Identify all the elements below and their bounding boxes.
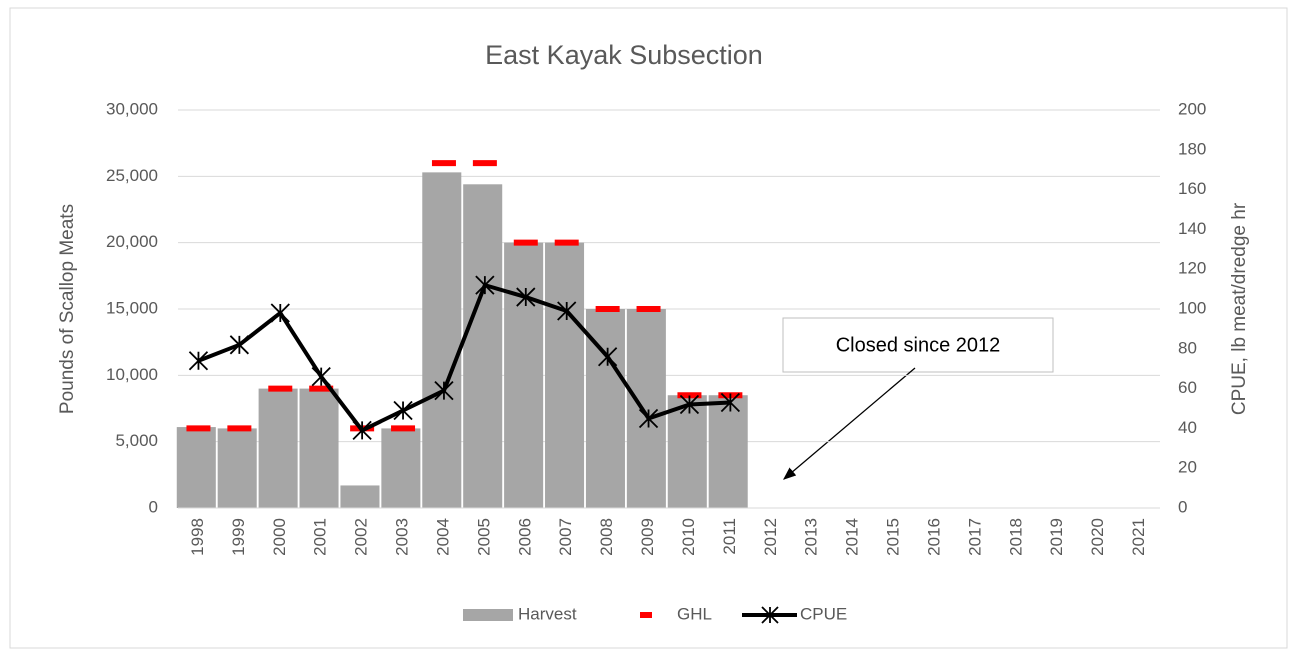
annotation: Closed since 2012 — [836, 334, 1001, 356]
harvest-bar — [299, 388, 339, 508]
y-tick-label: 0 — [149, 497, 158, 516]
cpue-marker — [434, 380, 454, 401]
x-tick-label: 2002 — [352, 518, 371, 556]
y-tick-label: 25,000 — [106, 166, 158, 185]
x-tick-label: 1998 — [188, 518, 207, 556]
x-tick-label: 2005 — [474, 518, 493, 556]
y2-tick-label: 200 — [1178, 99, 1206, 118]
y-tick-label: 15,000 — [106, 298, 158, 317]
y-tick-label: 20,000 — [106, 232, 158, 251]
y-tick-label: 10,000 — [106, 365, 158, 384]
x-tick-label: 2016 — [924, 518, 943, 556]
x-tick-label: 2003 — [393, 518, 412, 556]
legend-marker — [761, 606, 779, 624]
harvest-bar — [708, 395, 748, 508]
x-tick-label: 2021 — [1129, 518, 1148, 556]
cpue-marker — [557, 301, 577, 321]
x-tick-label: 2006 — [515, 518, 534, 556]
x-tick-label: 2013 — [802, 518, 821, 556]
x-tick-label: 2018 — [1006, 518, 1025, 556]
annotation-box — [782, 317, 1054, 373]
x-tick-label: 2011 — [720, 518, 739, 555]
y2-tick-label: 180 — [1178, 139, 1206, 158]
harvest-bar — [463, 184, 503, 508]
x-tick-label: 2007 — [556, 518, 575, 556]
cpue-marker — [516, 287, 536, 307]
legend-label: GHL — [677, 604, 712, 623]
harvest-bar — [422, 172, 462, 508]
cpue-marker — [720, 392, 741, 413]
y2-axis-label: CPUE, lb meat/dredge hr — [1229, 202, 1250, 415]
x-tick-label: 2012 — [761, 518, 780, 556]
cpue-marker — [475, 275, 495, 295]
x-tick-label: 2017 — [965, 518, 984, 556]
cpue-marker — [270, 303, 290, 323]
chart-title: East Kayak Subsection — [485, 40, 763, 70]
cpue-marker — [188, 351, 209, 371]
x-tick-label: 2008 — [597, 518, 616, 556]
harvest-bar — [504, 242, 544, 508]
x-tick-label: 2010 — [679, 518, 698, 556]
y2-tick-label: 80 — [1178, 338, 1197, 357]
y2-tick-label: 60 — [1178, 378, 1197, 397]
legend-label: CPUE — [800, 604, 847, 623]
harvest-bar — [667, 395, 707, 508]
cpue-marker — [311, 367, 331, 387]
x-tick-label: 2019 — [1047, 518, 1066, 556]
x-tick-label: 2004 — [433, 518, 452, 556]
cpue-marker — [352, 420, 372, 441]
y2-tick-label: 160 — [1178, 179, 1206, 198]
harvest-bar — [545, 242, 585, 508]
cpue-marker — [393, 400, 413, 421]
y2-tick-label: 0 — [1178, 497, 1187, 516]
harvest-bar — [626, 309, 666, 508]
harvest-bar — [258, 388, 298, 508]
legend-swatch — [463, 609, 513, 621]
cpue-marker — [638, 408, 659, 429]
cpue-marker — [229, 335, 250, 355]
x-tick-label: 2014 — [843, 518, 862, 556]
y2-tick-label: 120 — [1178, 259, 1206, 278]
x-tick-label: 2001 — [311, 518, 330, 556]
y2-tick-label: 40 — [1178, 418, 1197, 437]
x-tick-label: 1999 — [229, 518, 248, 556]
legend-label: Harvest — [518, 604, 577, 623]
y2-tick-label: 100 — [1178, 298, 1206, 317]
y-tick-label: 5,000 — [115, 431, 158, 450]
harvest-bar — [176, 427, 216, 508]
cpue-marker — [597, 347, 618, 367]
harvest-bar — [217, 428, 257, 508]
x-tick-label: 2015 — [884, 518, 903, 556]
x-tick-label: 2009 — [638, 518, 657, 556]
x-tick-label: 2020 — [1088, 518, 1107, 556]
cpue-line — [197, 283, 731, 433]
y2-tick-label: 20 — [1178, 458, 1197, 477]
harvest-bar — [340, 485, 380, 508]
y-tick-label: 30,000 — [106, 99, 158, 118]
cpue-marker — [679, 394, 700, 415]
y2-tick-label: 140 — [1178, 219, 1206, 238]
harvest-bar — [381, 428, 421, 508]
y-axis-label: Pounds of Scallop Meats — [57, 204, 78, 414]
annotation-arrow — [783, 367, 916, 480]
x-tick-label: 2000 — [270, 518, 289, 556]
